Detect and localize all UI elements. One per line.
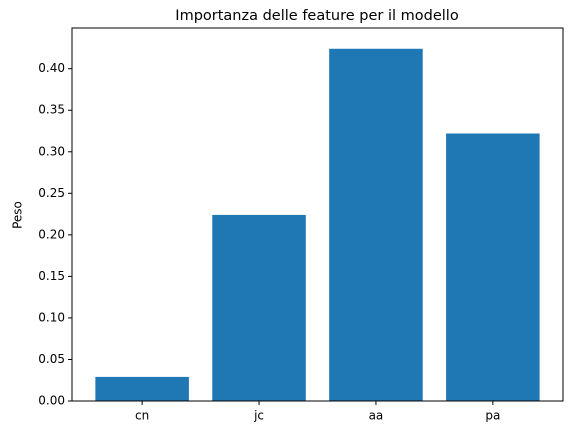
y-axis-label: Peso [11, 201, 25, 229]
y-tick-label: 0.35 [38, 103, 65, 117]
y-tick-label: 0.30 [38, 144, 65, 158]
y-tick-label: 0.40 [38, 61, 65, 75]
x-tick-label: cn [135, 409, 149, 423]
y-tick-label: 0.10 [38, 310, 65, 324]
x-tick-label: jc [253, 409, 264, 423]
y-tick-label: 0.15 [38, 269, 65, 283]
bar [212, 214, 306, 401]
x-tick-label: aa [369, 409, 384, 423]
chart-title: Importanza delle feature per il modello [175, 8, 459, 24]
bar [329, 48, 423, 402]
x-tick-label: pa [485, 409, 500, 423]
bar [446, 133, 540, 401]
y-tick-label: 0.20 [38, 227, 65, 241]
y-tick-label: 0.25 [38, 186, 65, 200]
y-tick-label: 0.00 [38, 394, 65, 408]
bar [95, 376, 189, 401]
y-tick-label: 0.05 [38, 352, 65, 366]
plot-frame [71, 27, 564, 402]
